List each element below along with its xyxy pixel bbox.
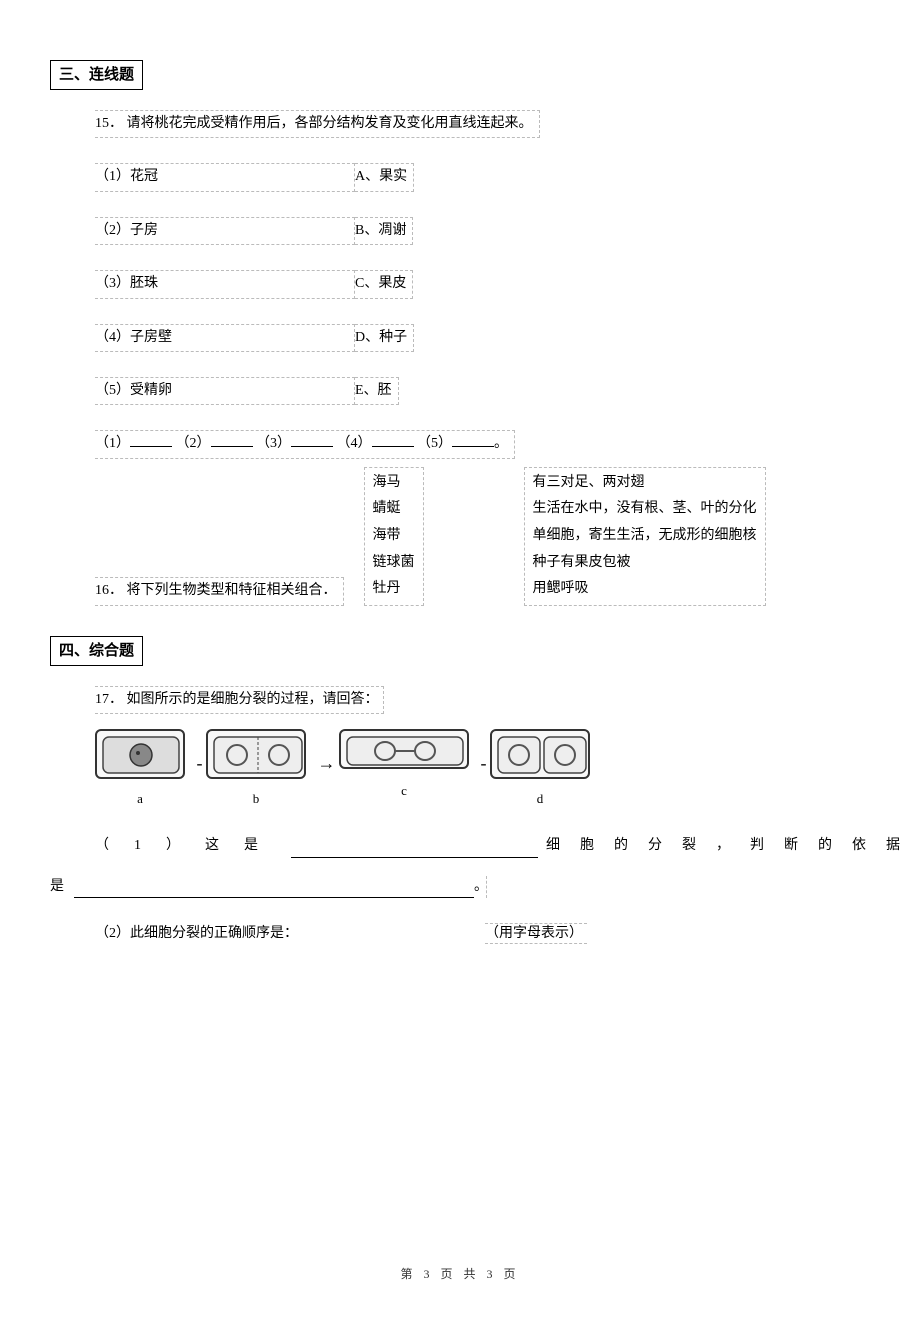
match-row: （1）花冠 A、果实 [95,163,870,191]
match-right: B、凋谢 [355,217,413,245]
match-row: （2）子房 B、凋谢 [95,217,870,245]
arrow-icon: → [318,749,336,778]
question-16: 16． 将下列生物类型和特征相关组合． 海马 蜻蜓 海带 链球菌 牡丹 有三对足… [95,467,870,606]
list-item: 牡丹 [373,576,415,603]
q16-label: 16． 将下列生物类型和特征相关组合． [95,577,344,605]
blank-input[interactable] [372,446,414,447]
stage-c-label: c [339,781,469,802]
blank-label: （5） [417,436,452,451]
match-right: A、果实 [355,163,414,191]
blank-input[interactable] [130,446,172,447]
stage-c: c [339,729,469,802]
q16-right-items: 有三对足、两对翅 生活在水中，没有根、茎、叶的分化 单细胞，寄生生活，无成形的细… [524,467,766,606]
list-item: 种子有果皮包被 [533,550,757,577]
match-right: E、胚 [355,377,399,405]
list-item: 链球菌 [373,550,415,577]
page-footer: 第 3 页 共 3 页 [50,1265,870,1284]
stage-b: b [206,729,306,810]
q17-intro: 17． 如图所示的是细胞分裂的过程，请回答： [95,686,384,714]
arrow-icon: - [481,749,487,778]
question-17: 17． 如图所示的是细胞分裂的过程，请回答： a - [95,686,870,946]
q17-sub1: （1）这是 细胞的分裂，判断的依据 是 。 [50,835,920,898]
blank-input[interactable] [291,446,333,447]
q16-left-items: 海马 蜻蜓 海带 链球菌 牡丹 [364,467,424,606]
match-left: （5）受精卵 [95,377,355,405]
q15-intro: 15． 请将桃花完成受精作用后，各部分结构发育及变化用直线连起来。 [95,110,540,138]
list-item: 海带 [373,523,415,550]
period-box [482,876,487,898]
q17-sub2: （2）此细胞分裂的正确顺序是： （用字母表示） [95,923,870,945]
list-item: 蜻蜓 [373,496,415,523]
blank-end: 。 [494,436,508,451]
arrow-icon: - [197,749,203,778]
match-row: （3）胚珠 C、果皮 [95,270,870,298]
blank-input[interactable] [211,446,253,447]
blank-input[interactable] [74,876,474,898]
blank-label: （2） [176,436,211,451]
q17-sub2-right: （用字母表示） [485,923,587,944]
match-left: （3）胚珠 [95,270,355,298]
stage-b-label: b [206,789,306,810]
list-item: 单细胞，寄生生活，无成形的细胞核 [533,523,757,550]
section-3-header: 三、连线题 [50,60,143,90]
blank-label: （4） [337,436,372,451]
blank-label: （1） [95,436,130,451]
list-item: 生活在水中，没有根、茎、叶的分化 [533,496,757,523]
match-left: （1）花冠 [95,163,355,191]
match-right: C、果皮 [355,270,413,298]
list-item: 有三对足、两对翅 [533,470,757,497]
cell-division-diagram: a - b → [95,729,870,810]
blank-label: （3） [256,436,291,451]
list-item: 用鳃呼吸 [533,576,757,603]
stage-a-label: a [95,789,185,810]
stage-d: d [490,729,590,810]
q15-blanks: （1） （2） （3） （4） （5） 。 [95,430,515,458]
q15-match-rows: （1）花冠 A、果实 （2）子房 B、凋谢 （3）胚珠 C、果皮 （4）子房壁 … [95,163,870,405]
cell-d-icon [490,729,590,779]
match-left: （4）子房壁 [95,324,355,352]
stage-a: a [95,729,185,810]
match-left: （2）子房 [95,217,355,245]
section-4-header: 四、综合题 [50,636,143,666]
match-right: D、种子 [355,324,414,352]
question-15: 15． 请将桃花完成受精作用后，各部分结构发育及变化用直线连起来。 （1）花冠 … [95,110,870,606]
match-row: （5）受精卵 E、胚 [95,377,870,405]
list-item: 海马 [373,470,415,497]
q17-sub1-prefix: （1）这是 [95,835,283,857]
cell-a-icon [95,729,185,779]
q17-sub1-mid: 细胞的分裂，判断的依据 [546,835,920,857]
blank-input[interactable] [452,446,494,447]
cell-c-icon [339,729,469,769]
match-row: （4）子房壁 D、种子 [95,324,870,352]
cell-b-icon [206,729,306,779]
blank-input[interactable] [291,850,538,857]
q17-sub2-left: （2）此细胞分裂的正确顺序是： [95,926,298,941]
q17-sub1-suffix: 是 [50,876,64,898]
stage-d-label: d [490,789,590,810]
